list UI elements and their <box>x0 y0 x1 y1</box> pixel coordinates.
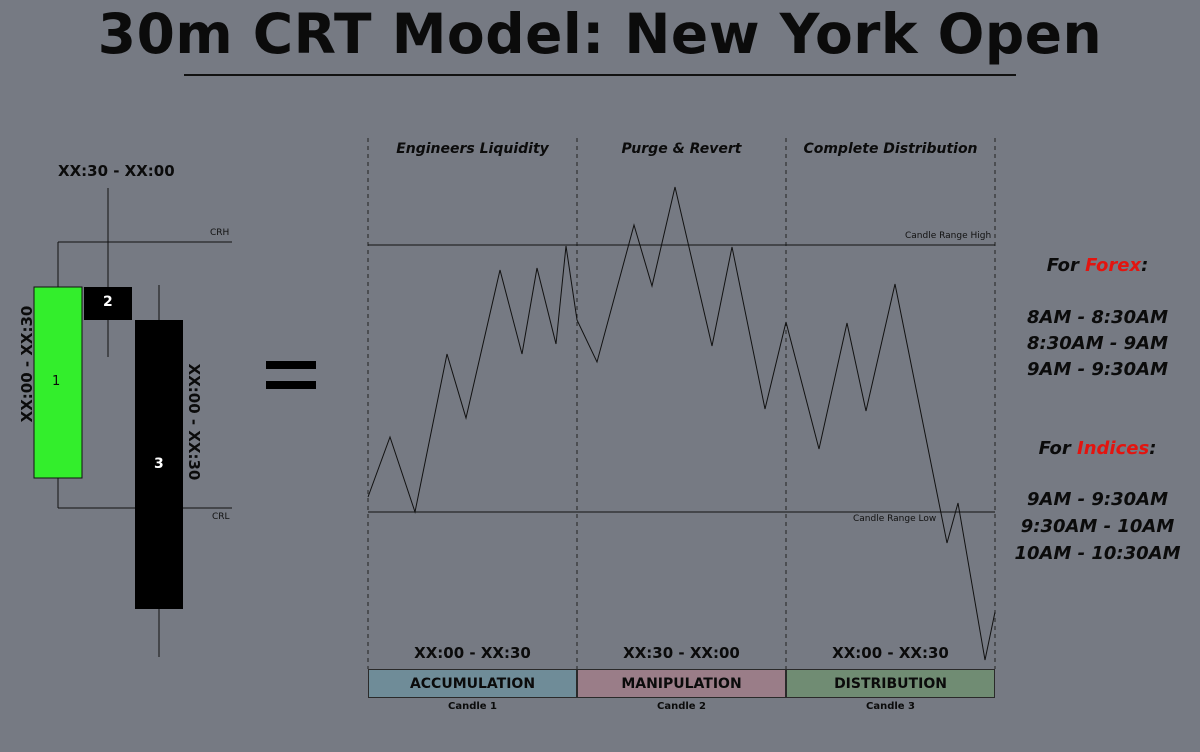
indices-heading-suffix: : <box>1149 438 1157 459</box>
indices-time-3: 10AM - 10:30AM <box>1014 543 1181 564</box>
equals-bar-bottom <box>266 381 316 389</box>
indices-heading: For Indices: <box>1000 438 1195 459</box>
phase-label-2: Purge & Revert <box>621 141 742 157</box>
bottom-time-3: XX:00 - XX:30 <box>832 644 949 662</box>
candle-range-high-label: Candle Range High <box>905 231 992 241</box>
candle-caption-3: Candle 3 <box>865 701 915 712</box>
accumulation-band: ACCUMULATION <box>368 669 577 698</box>
phase-label-3: Complete Distribution <box>803 141 978 157</box>
candle-caption-2: Candle 2 <box>656 701 706 712</box>
forex-time-1: 8AM - 8:30AM <box>1027 307 1168 328</box>
manipulation-band: MANIPULATION <box>577 669 786 698</box>
candle1-number: 1 <box>52 374 61 389</box>
indices-heading-prefix: For <box>1038 438 1078 459</box>
bottom-time-2: XX:30 - XX:00 <box>623 644 740 662</box>
bottom-time-1: XX:00 - XX:30 <box>414 644 531 662</box>
candle2-time-label: XX:30 - XX:00 <box>58 162 175 180</box>
price-path <box>367 186 996 661</box>
indices-time-2: 9:30AM - 10AM <box>1020 516 1175 537</box>
forex-heading: For Forex: <box>1000 255 1195 276</box>
candle-caption-1: Candle 1 <box>447 701 497 712</box>
candle3-number: 3 <box>154 456 164 472</box>
candle2-body <box>84 287 132 320</box>
indices-time-1: 9AM - 9:30AM <box>1027 489 1168 510</box>
candle1-body <box>33 286 83 479</box>
indices-heading-highlight: Indices <box>1077 438 1150 459</box>
candle-range-low-label: Candle Range Low <box>853 514 937 524</box>
forex-time-3: 9AM - 9:30AM <box>1027 359 1168 380</box>
crt-candles-diagram <box>33 188 232 657</box>
forex-heading-prefix: For <box>1046 255 1086 276</box>
crh-label: CRH <box>210 228 230 238</box>
equals-bar-top <box>266 361 316 369</box>
forex-heading-highlight: Forex <box>1085 255 1142 276</box>
distribution-band: DISTRIBUTION <box>786 669 995 698</box>
candle2-number: 2 <box>103 294 113 310</box>
phase-label-1: Engineers Liquidity <box>396 141 549 157</box>
page-title: 30m CRT Model: New York Open <box>97 2 1103 66</box>
title-underline <box>184 74 1016 76</box>
forex-heading-suffix: : <box>1141 255 1149 276</box>
crl-label: CRL <box>212 512 230 522</box>
forex-time-2: 8:30AM - 9AM <box>1027 333 1168 354</box>
candle3-body <box>135 320 183 609</box>
